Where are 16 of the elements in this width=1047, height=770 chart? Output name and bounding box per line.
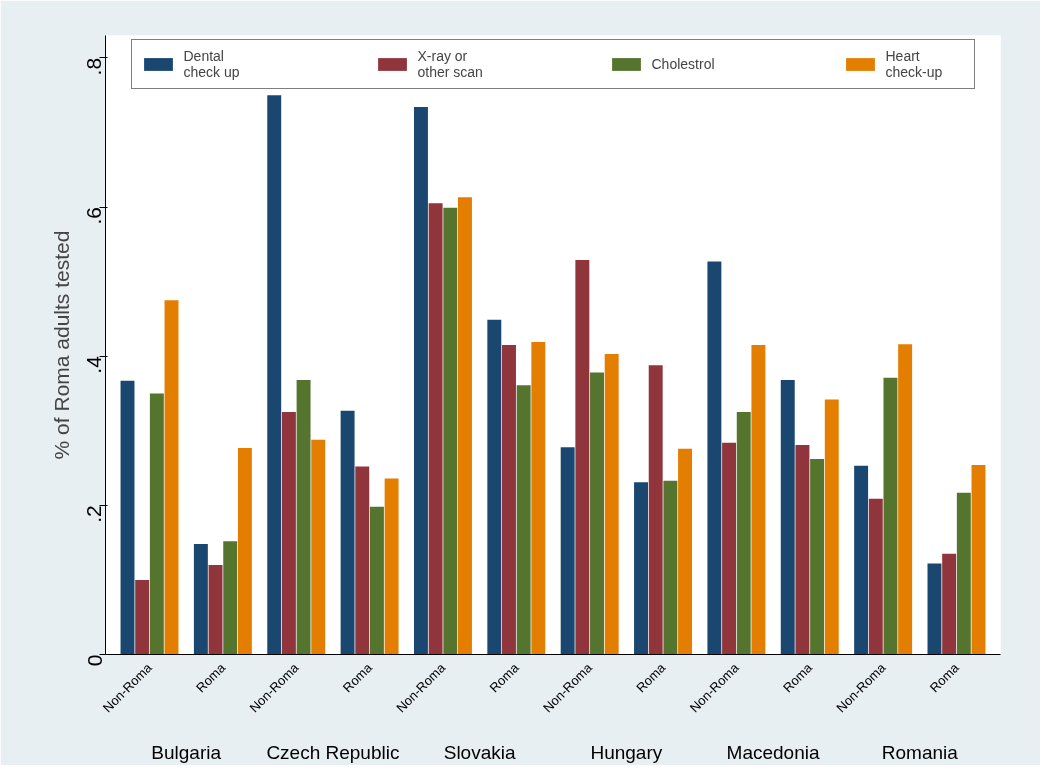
legend-label: X-ray or other scan [417,48,484,80]
y-tick-label: .8 [82,57,106,76]
legend-label: Dental check up [183,48,241,80]
text: Slovakia [443,741,516,763]
y-tick-label: .4 [82,355,106,374]
text: Macedonia [726,741,820,763]
y-tick-label: .2 [82,505,106,523]
y-tick-label: 0 [82,654,106,667]
legend-label: Heart check-up [885,48,944,80]
text: Czech Republic [266,741,400,763]
text: Hungary [590,741,663,763]
text: Romania [881,741,959,763]
y-axis-title: % of Roma adults tested [49,230,73,460]
legend-label: Cholestrol [651,56,716,72]
y-tick-label: .6 [82,207,106,225]
text: Bulgaria [151,741,222,763]
